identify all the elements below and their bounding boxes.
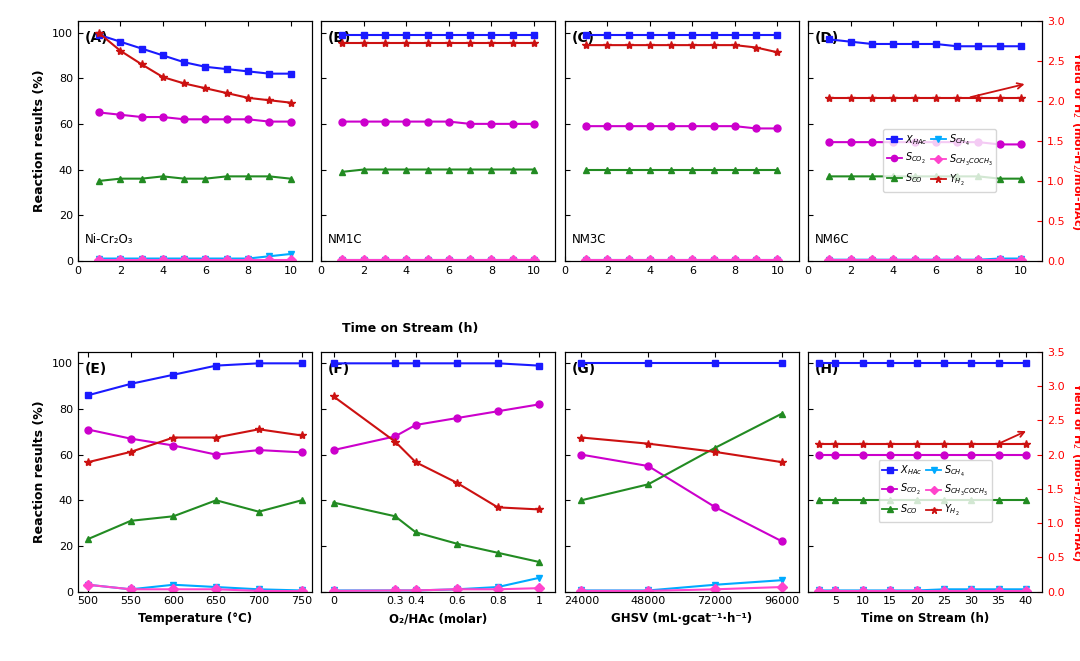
Text: (A): (A) [85, 31, 108, 45]
Y-axis label: Yield of H$_2$ (mol-H$_2$/mol-HAc): Yield of H$_2$ (mol-H$_2$/mol-HAc) [1070, 51, 1080, 231]
Legend: $X_{HAc}$, $S_{CO_2}$, $S_{CO}$, $S_{CH_4}$, $S_{CH_3COCH_3}$, $Y_{H_2}$: $X_{HAc}$, $S_{CO_2}$, $S_{CO}$, $S_{CH_… [883, 129, 997, 192]
Text: NM3C: NM3C [571, 233, 606, 247]
X-axis label: Time on Stream (h): Time on Stream (h) [861, 612, 989, 625]
Y-axis label: Reaction results (%): Reaction results (%) [33, 401, 46, 543]
Legend: $X_{HAc}$, $S_{CO_2}$, $S_{CO}$, $S_{CH_4}$, $S_{CH_3COCH_3}$, $Y_{H_2}$: $X_{HAc}$, $S_{CO_2}$, $S_{CO}$, $S_{CH_… [878, 459, 991, 522]
Y-axis label: Reaction results (%): Reaction results (%) [33, 69, 46, 212]
Text: (B): (B) [328, 31, 352, 45]
Y-axis label: Yield of H$_2$ (mol-H$_2$/mol-HAc): Yield of H$_2$ (mol-H$_2$/mol-HAc) [1070, 382, 1080, 562]
X-axis label: Temperature (°C): Temperature (°C) [138, 612, 252, 625]
Text: (F): (F) [328, 362, 351, 375]
Text: (G): (G) [571, 362, 596, 375]
Text: Time on Stream (h): Time on Stream (h) [342, 322, 478, 335]
X-axis label: O₂/HAc (molar): O₂/HAc (molar) [389, 612, 487, 625]
Text: (E): (E) [85, 362, 107, 375]
Text: (H): (H) [815, 362, 839, 375]
X-axis label: GHSV (mL·gcat⁻¹·h⁻¹): GHSV (mL·gcat⁻¹·h⁻¹) [611, 612, 753, 625]
Text: Ni-Cr₂O₃: Ni-Cr₂O₃ [85, 233, 133, 247]
Text: NM1C: NM1C [328, 233, 363, 247]
Text: (C): (C) [571, 31, 595, 45]
Text: (D): (D) [815, 31, 839, 45]
Text: NM6C: NM6C [815, 233, 850, 247]
